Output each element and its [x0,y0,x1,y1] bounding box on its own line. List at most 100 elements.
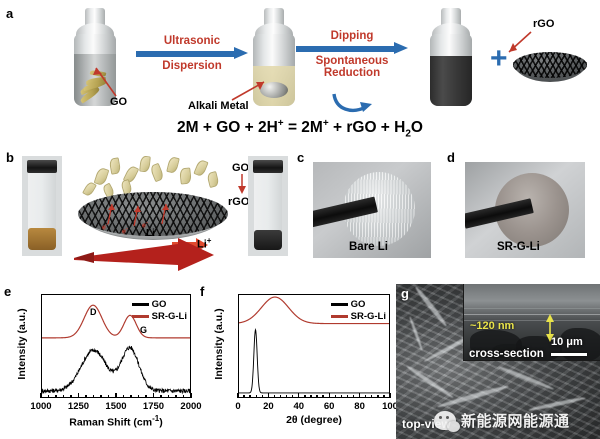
x-tick-minor [316,395,318,398]
sem-red-annotation [594,287,597,297]
legend-item-srgli: SR-G-Li [330,310,386,322]
raman-x-axis-title: Raman Shift (cm-1) [41,414,191,429]
panel-f: f GO SR-G-Li 0 20 40 60 80 100 2θ (degree) In… [196,284,398,439]
x-tick-minor [273,395,276,398]
go-to-rgo-arrow [238,174,246,194]
vial-content-rgo [254,230,282,250]
x-tick-minor [292,395,294,398]
legend-label-go: GO [151,298,167,310]
raman-x-axis-title-sup: -1 [152,414,160,423]
panel-d-letter: d [447,150,455,165]
li-disc [78,184,228,244]
alkali-metal-pointer-arrow [231,81,265,101]
blue-arrow-1 [136,47,248,59]
xrd-plot-area: GO SR-G-Li [238,294,390,398]
legend-item-go: GO [131,298,187,310]
bottle-body [74,34,116,106]
bottle-neck [441,8,461,26]
caption-sr-g-li: SR-G-Li [497,241,540,253]
x-tick-minor [340,395,343,398]
bottle-body [430,34,472,106]
panel-a: a GO Ultrasonic [0,0,600,148]
equation-sup2: + [322,118,329,129]
vial-rgo [248,156,288,256]
legend-item-go: GO [330,298,386,310]
panel-d: d SR-G-Li [445,148,600,283]
go-flake [179,167,192,185]
x-tick-label: 60 [323,401,335,412]
plus-icon: + [490,42,508,75]
x-tick-minor [352,395,355,398]
x-tick [389,393,391,398]
x-tick-minor [322,395,324,398]
x-tick-minor [243,395,245,398]
label-rgo-b: rGO [228,196,250,208]
x-tick-minor [70,395,72,398]
x-tick-minor [167,395,170,398]
panel-a-letter: a [6,6,14,21]
x-tick-minor [47,395,50,398]
label-li: Li [146,228,155,239]
x-tick-minor [160,395,162,398]
raman-x-axis-title-close: ) [159,416,163,429]
x-tick-minor [285,395,288,398]
step1-label-bottom: Dispersion [162,60,222,72]
x-tick-minor [255,395,257,398]
x-tick-minor [85,395,87,398]
sem-cross-section-label: cross-section [469,348,544,360]
legend-swatch-srgli [330,314,348,318]
x-tick-label: 40 [293,401,305,412]
reaction-equation: 2M + GO + 2H+ = 2M+ + rGO + H2O [0,118,600,139]
x-tick-minor [371,395,373,398]
watermark: 新能源网能源通 [434,410,570,432]
x-tick-minor [334,395,336,398]
panel-c-letter: c [297,150,305,165]
x-tick-label: 0 [235,401,241,412]
electron-flow-arrows [107,203,169,227]
photo-sr-g-li: SR-G-Li [465,162,585,258]
label-electron-3: e- [142,220,148,230]
rgo-disc-top [513,52,587,78]
label-alkali-metal: Alkali Metal [188,100,249,112]
go-flake [149,162,165,183]
legend-label-srgli: SR-G-Li [350,310,386,322]
x-tick [77,393,80,398]
vial-glass [254,172,282,240]
bottle-alkali-metal [243,8,305,108]
label-rgo-product: rGO [533,18,555,30]
equation-part3: + rGO + H [328,119,406,137]
raman-legend: GO SR-G-Li [131,298,187,322]
go-flake [139,155,151,173]
legend-swatch-srgli [131,314,149,318]
sem-cross-section-inset [463,284,600,361]
bottle-neck [85,8,105,26]
step2-label-bottom: Reduction [323,67,381,79]
bottle-body [253,34,295,106]
x-tick [298,393,300,398]
wechat-icon [434,411,460,432]
bottle-shoulder [432,23,470,37]
x-tick [40,393,42,398]
label-li-ion: Li+ [197,236,212,251]
x-tick-minor [100,395,102,398]
x-tick-minor [145,395,147,398]
peak-label-d: D [90,307,97,317]
sem-scale-bar [551,353,587,356]
go-flake [193,158,209,178]
panel-f-letter: f [200,284,205,299]
x-tick-minor [346,395,349,398]
x-tick [358,393,361,398]
bottle-shoulder [255,23,293,37]
x-tick-minor [55,395,57,398]
go-flake [108,157,122,175]
bottle-shoulder [76,23,114,37]
x-tick-minor [107,395,110,398]
x-tick-label: 1750 [142,401,165,412]
bottle-go [64,8,126,108]
x-tick [152,393,155,398]
equation-part2: = 2M [283,119,323,137]
x-tick [190,393,192,398]
go-flake [166,156,180,174]
x-tick [328,393,330,398]
go-pointer-arrow [93,67,117,97]
